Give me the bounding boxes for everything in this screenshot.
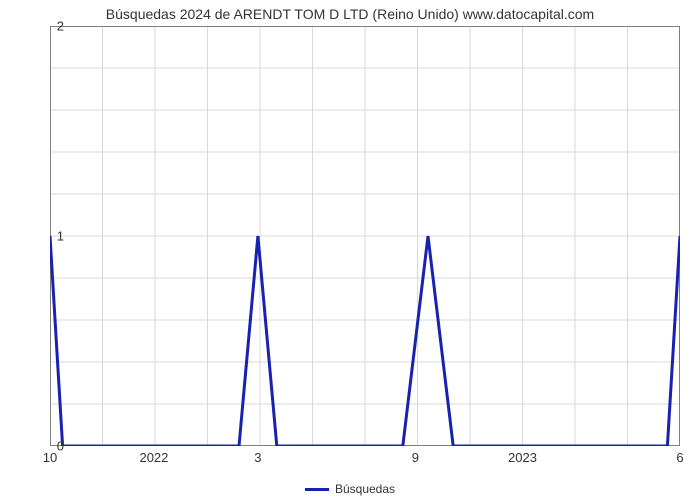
chart-svg	[50, 26, 680, 446]
legend-swatch	[305, 488, 329, 491]
line-chart: Búsquedas 2024 de ARENDT TOM D LTD (Rein…	[0, 0, 700, 500]
x-tick-label: 10	[43, 450, 57, 465]
y-tick-label: 0	[57, 439, 64, 454]
x-tick-label: 6	[676, 450, 683, 465]
legend: Búsquedas	[0, 482, 700, 496]
x-tick-label: 3	[254, 450, 261, 465]
x-tick-label: 2023	[508, 450, 537, 465]
x-tick-label: 9	[412, 450, 419, 465]
x-tick-label: 2022	[139, 450, 168, 465]
plot-area	[50, 26, 680, 446]
y-tick-label: 2	[57, 19, 64, 34]
chart-title: Búsquedas 2024 de ARENDT TOM D LTD (Rein…	[0, 6, 700, 22]
legend-label: Búsquedas	[335, 482, 395, 496]
y-tick-label: 1	[57, 229, 64, 244]
